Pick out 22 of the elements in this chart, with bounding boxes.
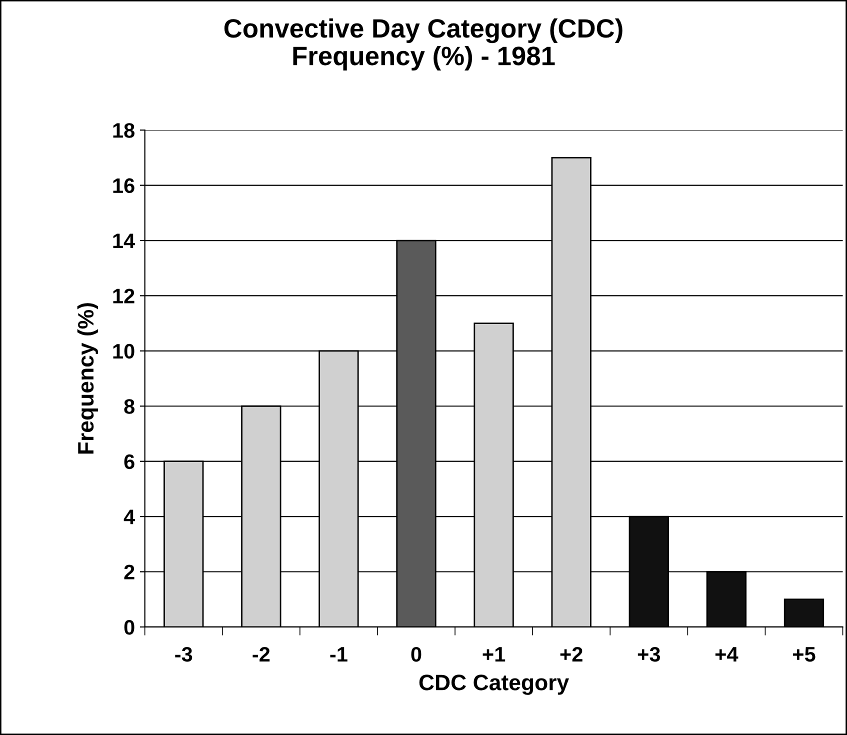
y-tick-label: 14 [113, 234, 136, 248]
x-tick-label: -3 [175, 646, 192, 662]
y-tick-label: 2 [124, 564, 134, 580]
y-tick-label: 8 [124, 399, 134, 414]
x-tick-label: +5 [792, 647, 816, 662]
y-tick-label: 6 [124, 454, 134, 470]
chart-title: Convective Day Category (CDC) Frequency (%) - 1981 [224, 18, 622, 71]
y-tick-label: 10 [113, 344, 134, 359]
x-axis-title: CDC Category [419, 674, 570, 695]
y-axis-title: Frequency (%) [77, 303, 98, 454]
x-tick-label: -2 [252, 646, 270, 662]
y-tick-label: 18 [113, 123, 134, 138]
x-tick-label: +1 [482, 647, 506, 662]
y-tick-label: 16 [113, 178, 134, 194]
y-tick-label: 4 [124, 510, 136, 524]
y-tick-label: 12 [113, 288, 134, 304]
x-tick-label: +3 [638, 646, 660, 662]
x-tick-label: -1 [330, 647, 348, 662]
x-tick-label: +2 [560, 646, 582, 662]
y-tick-label: 0 [124, 620, 134, 635]
x-tick-label: 0 [411, 646, 422, 662]
x-tick-label: +4 [715, 647, 738, 662]
